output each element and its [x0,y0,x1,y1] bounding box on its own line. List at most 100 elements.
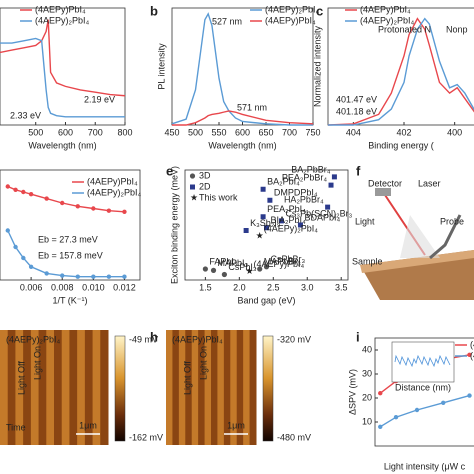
legend-label: (4AEPy)PbI₄ [87,176,138,186]
point [260,214,266,220]
point [60,200,65,206]
point [91,206,96,211]
map-stripe [0,330,9,445]
map-stripe [172,330,180,445]
map-stripe [7,330,16,445]
x-tick-label: 800 [117,127,132,137]
map-stripe [178,330,186,445]
panel-label: b [150,3,158,18]
point [325,204,331,210]
map-stripe [38,330,47,445]
series-line [7,185,125,213]
light-cone [400,215,440,258]
legend-label: (4AEPy)PbI₄ [35,4,86,14]
point [75,204,80,209]
point [106,208,112,213]
panel-label: c [316,3,323,18]
point [297,222,303,228]
point-label: Cs₃Pb(SCN)₂Br₃ [285,208,352,218]
x-axis-label: Binding energy ( [368,140,434,150]
light-label: Light On [198,346,208,380]
point [243,228,249,233]
point [91,274,96,279]
map-stripe [92,330,101,445]
point-label: HA₂PbBr₄ [284,195,324,205]
colorbar [262,335,274,442]
annotation: 527 nm [212,16,242,26]
point [106,274,112,279]
panel-label: i [356,329,360,344]
x-tick-label: 400 [447,127,462,137]
legend-label: This work [199,192,238,202]
x-tick-label: 650 [258,127,273,137]
map-stripe [100,330,109,445]
plot-frame [0,7,126,126]
legend-swatch [189,173,196,179]
point [122,209,127,214]
legend-label: 3D [199,170,211,180]
x-tick-label: 2.0 [233,282,246,292]
y-tick-label: 40 [362,344,372,354]
x-axis-label: Wavelength (nm) [208,140,276,150]
inset-label: Distance (nm) [395,382,451,392]
series-line [0,19,126,97]
colorbar-min: -480 mV [277,432,311,442]
x-tick-label: 0.006 [20,282,43,292]
point [378,424,383,429]
colorbar-min: -162 mV [129,432,163,442]
diagram [360,188,474,300]
annotation: Protonated N [378,24,431,34]
panel-label: e [166,163,173,178]
map-stripe [46,330,55,445]
series-line [0,37,125,118]
plot-frame [184,169,349,281]
map-stripe [230,330,238,445]
point-label: CsPbBr₃ [271,254,306,264]
point [28,264,34,269]
point-label: FAPbI₃ [209,256,238,266]
point [202,266,208,272]
map-stripe [211,330,218,445]
point [44,196,49,201]
legend-label: (4AEPy)₂PbI₄ [265,4,320,14]
map-stripe [217,330,225,445]
x-tick-label: 0.008 [51,282,74,292]
point [28,192,34,197]
x-tick-label: 0.010 [82,282,105,292]
annotation: 2.33 eV [10,110,41,120]
plot-frame [374,337,474,447]
map-stripe [249,330,257,445]
annotation: 401.18 eV [336,106,377,116]
x-tick-label: 450 [164,127,179,137]
map-title: (4AEPy)₂PbI₄ [6,334,61,344]
legend-label: (4AEPy)PbI₄ [265,15,316,25]
map-stripe [243,330,251,445]
y-tick-label: 30 [362,368,372,378]
map-stripe [84,330,94,445]
point [264,225,269,231]
annotation: 401.47 eV [336,94,377,104]
point [393,415,399,420]
legend-label: (4AEPy)PbI₄ [470,339,474,349]
point [5,184,10,189]
map-stripe [166,330,173,445]
detector [375,188,391,196]
series-line [171,12,313,126]
annotation: 571 nm [237,102,267,112]
point [210,267,217,273]
map-stripe [77,330,86,445]
light-label: Light Off [16,361,26,395]
inset [391,341,455,383]
legend-label: (4AEPy)₂PbI₄ [360,15,415,25]
point [21,189,26,195]
point-label: PEA₂PbI₄ [267,204,306,214]
x-tick-label: 0.012 [113,282,136,292]
point [13,244,18,250]
series-line [7,230,125,278]
colorbar-max: -320 mV [277,334,311,344]
legend-swatch: ★ [190,192,198,202]
map-stripe [204,330,212,445]
point [21,255,26,261]
map-stripe [61,330,70,445]
light-label: Light Off [182,361,192,395]
